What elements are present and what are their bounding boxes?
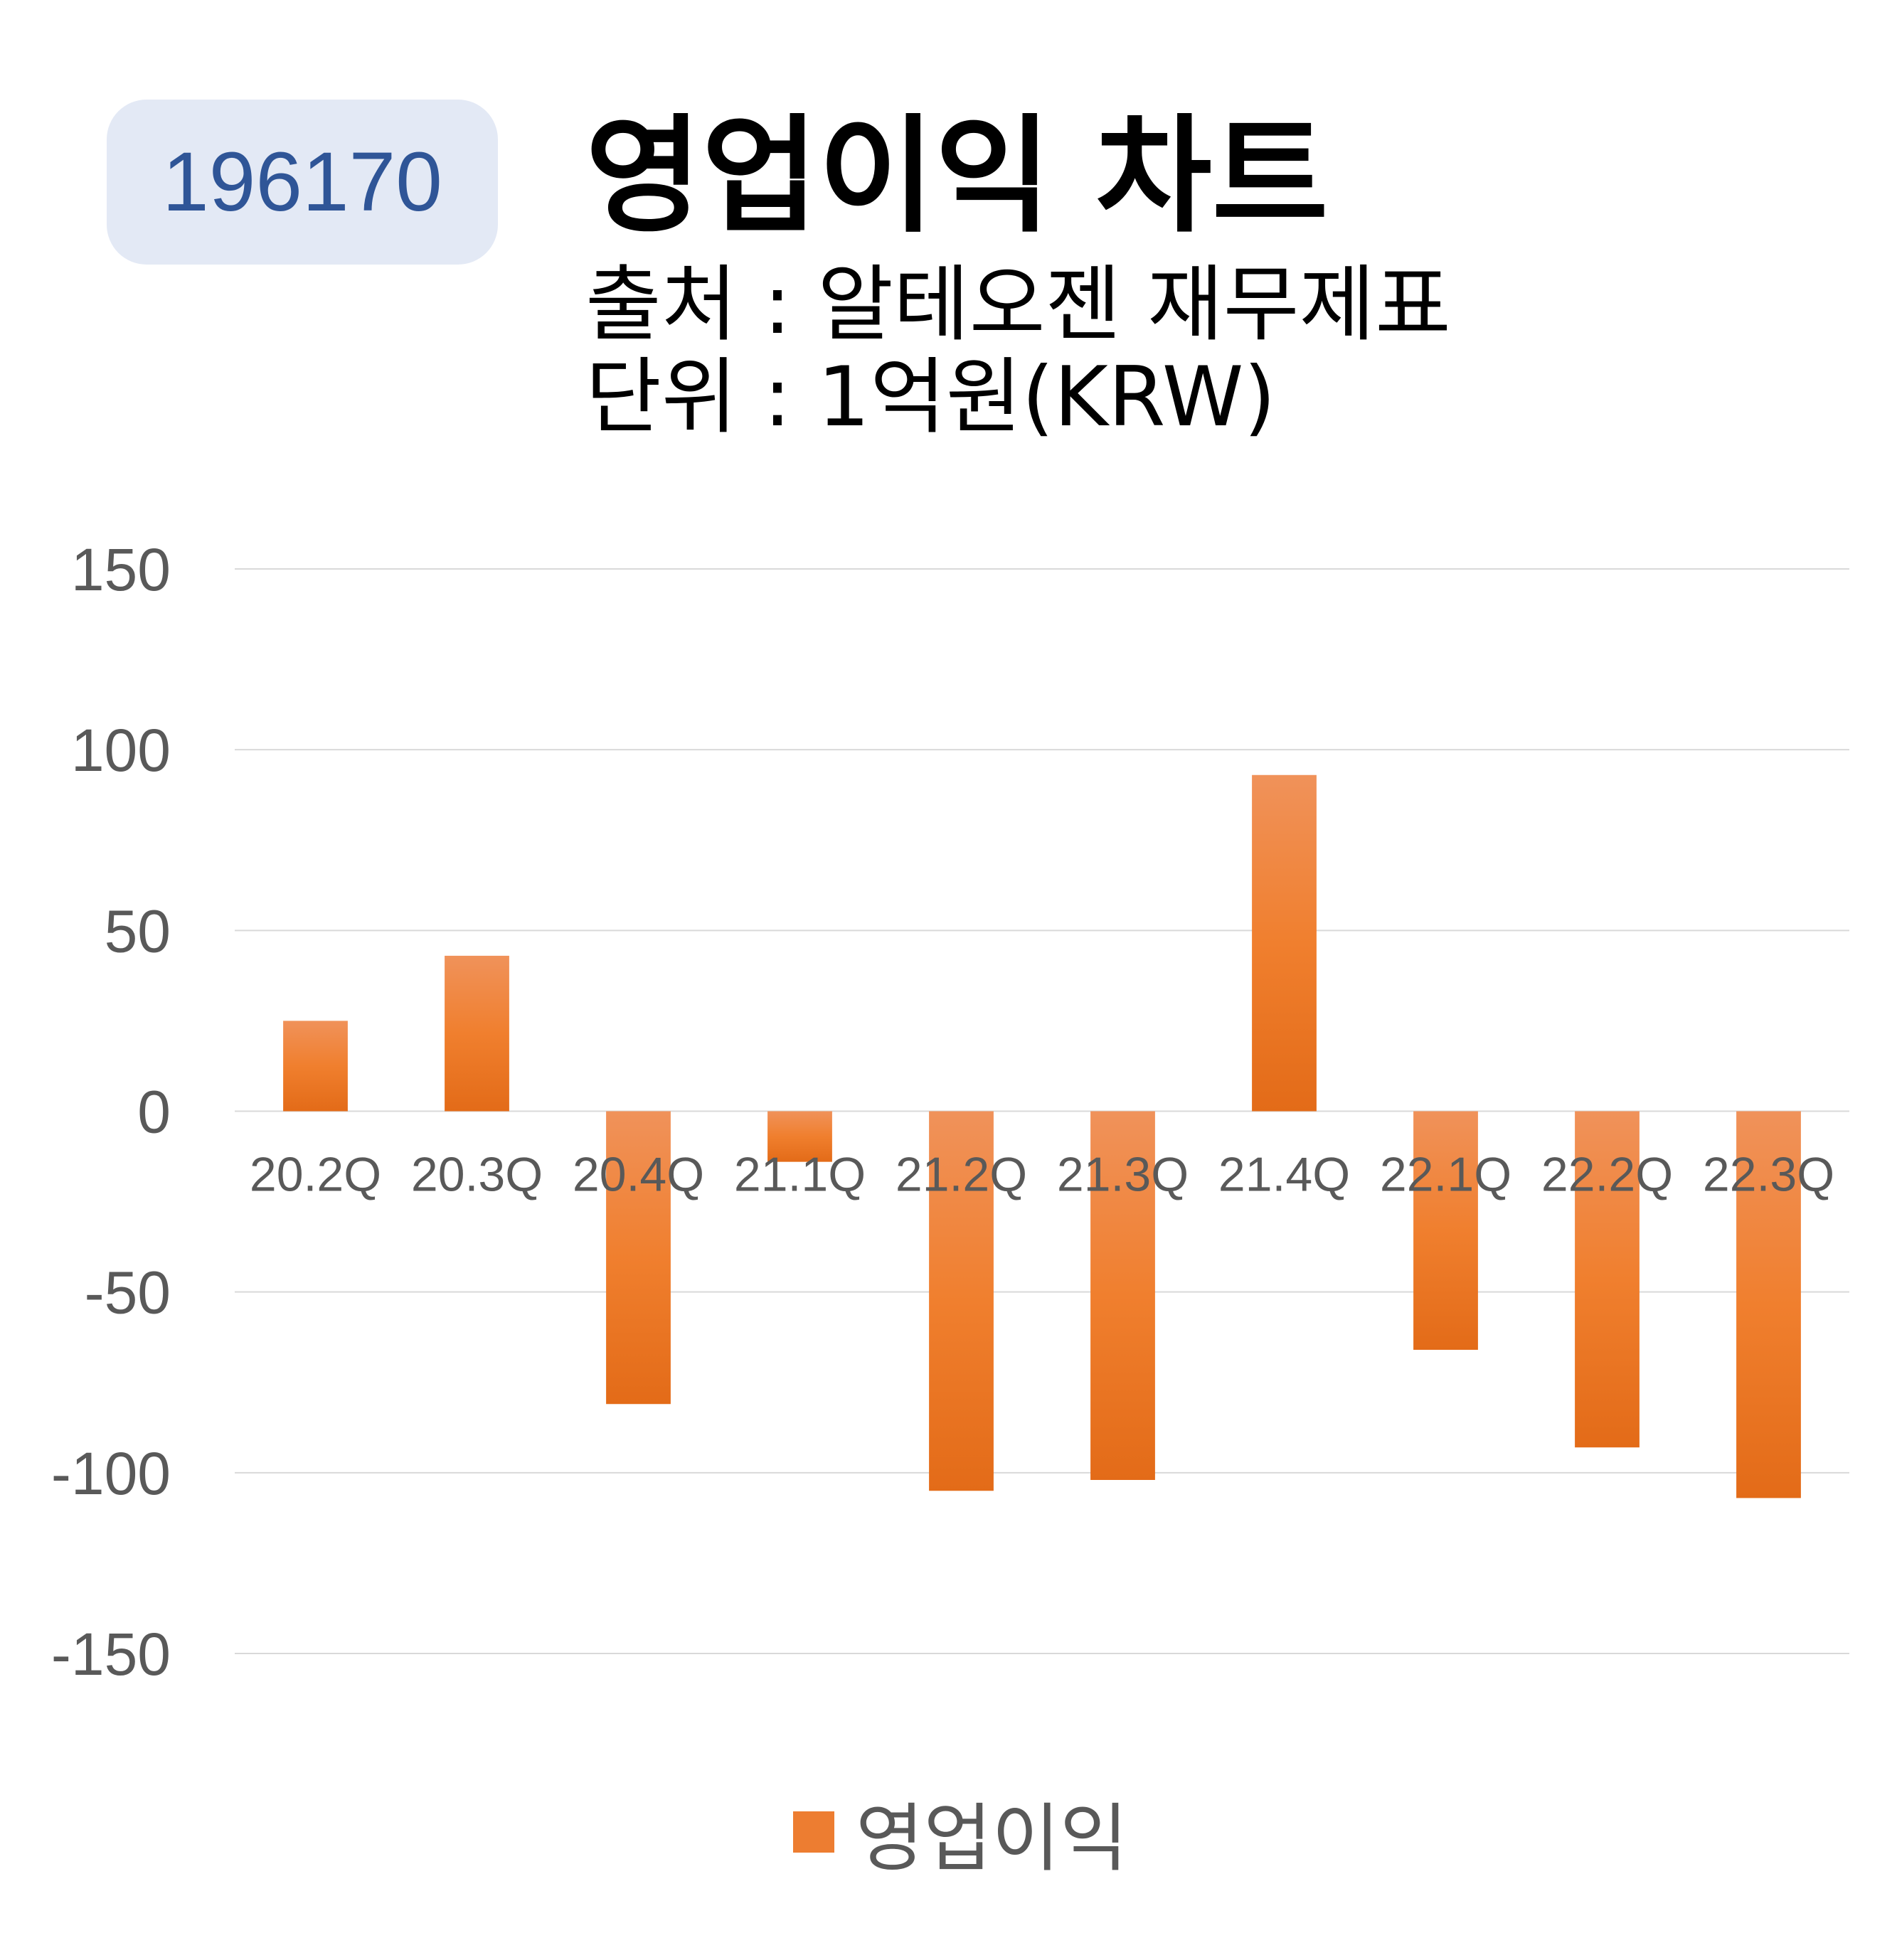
x-tick-label: 22.2Q <box>1541 1148 1673 1202</box>
y-tick-label: 150 <box>71 536 171 603</box>
legend: 영업이익 <box>793 1778 1128 1885</box>
x-tick-label: 20.4Q <box>573 1148 704 1202</box>
legend-label: 영업이익 <box>856 1795 1128 1882</box>
ticker-code: 196170 <box>162 135 442 229</box>
y-tick-label: -150 <box>51 1621 171 1688</box>
bar <box>767 1111 832 1162</box>
y-tick-label: 100 <box>71 717 171 784</box>
bar <box>1090 1111 1155 1480</box>
x-tick-label: 22.1Q <box>1380 1148 1511 1202</box>
ticker-badge: 196170 <box>107 100 498 265</box>
bar <box>1736 1111 1801 1498</box>
x-tick-label: 21.3Q <box>1057 1148 1189 1202</box>
x-tick-label: 20.2Q <box>250 1148 381 1202</box>
bar <box>1252 774 1317 1112</box>
x-tick-label: 21.4Q <box>1218 1148 1350 1202</box>
legend-swatch <box>793 1811 834 1853</box>
x-tick-label: 21.1Q <box>734 1148 866 1202</box>
bar <box>929 1111 994 1491</box>
x-tick-label: 20.3Q <box>411 1148 543 1202</box>
y-tick-label: 50 <box>105 898 171 964</box>
chart-title: 영업이익 차트 <box>585 102 1329 250</box>
source-text: 출처 : 알테오젠 재무제표 <box>585 257 1451 353</box>
y-tick-label: 0 <box>137 1079 171 1146</box>
bar <box>1413 1111 1478 1350</box>
x-tick-label: 22.3Q <box>1703 1148 1834 1202</box>
bar <box>283 1021 348 1112</box>
unit-text: 단위 : 1억원(KRW) <box>585 349 1276 445</box>
bar <box>445 955 509 1112</box>
bar <box>1575 1111 1640 1448</box>
bar <box>606 1111 671 1405</box>
y-tick-label: -50 <box>85 1259 171 1326</box>
y-tick-label: -100 <box>51 1440 171 1507</box>
bar-chart: 150 100 50 0 -50 -100 -150 20.2Q 20.3Q 20.4Q 21.1Q… <box>51 536 1849 1688</box>
x-tick-label: 21.2Q <box>896 1148 1027 1202</box>
